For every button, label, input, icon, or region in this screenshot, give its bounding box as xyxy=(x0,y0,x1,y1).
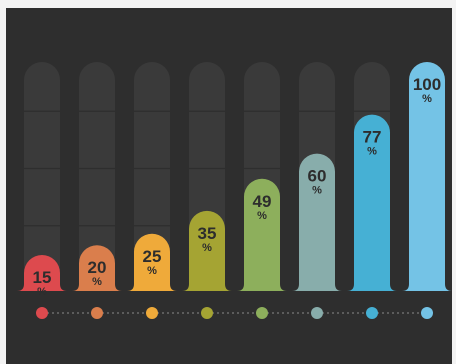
percent-sign: % xyxy=(367,146,377,158)
data-label: 49 xyxy=(253,192,272,211)
data-label: 100 xyxy=(413,75,441,94)
axis-dot xyxy=(256,307,268,319)
data-label: 20 xyxy=(88,258,107,277)
percent-sign: % xyxy=(312,185,322,197)
percent-sign: % xyxy=(202,242,212,254)
bar xyxy=(409,62,445,291)
bar-base-flare xyxy=(237,284,287,291)
bar-track xyxy=(134,62,170,291)
percent-sign: % xyxy=(422,93,432,105)
bar-base-flare xyxy=(72,284,122,291)
bar-track xyxy=(79,62,115,291)
axis-dot xyxy=(146,307,158,319)
data-label: 60 xyxy=(308,167,327,186)
data-label: 15 xyxy=(33,268,52,287)
percent-sign: % xyxy=(147,265,157,277)
bar-base-flare xyxy=(17,284,67,291)
bar xyxy=(354,114,390,291)
bar-base-flare xyxy=(347,284,397,291)
bar-base-flare xyxy=(292,284,342,291)
bar-base-flare xyxy=(127,284,177,291)
bar xyxy=(189,210,225,291)
axis-dot xyxy=(91,307,103,319)
bar xyxy=(244,178,280,291)
axis-dot xyxy=(36,307,48,319)
axis-dot xyxy=(311,307,323,319)
percent-sign: % xyxy=(92,276,102,288)
data-label: 77 xyxy=(363,128,382,147)
data-label: 25 xyxy=(143,247,162,266)
axis-dot xyxy=(366,307,378,319)
bar-base-flare xyxy=(402,284,452,291)
percent-sign: % xyxy=(257,210,267,222)
data-label: 35 xyxy=(198,224,217,243)
bar xyxy=(299,153,335,291)
bar xyxy=(134,233,170,291)
bar xyxy=(24,255,60,291)
bar-track xyxy=(24,62,60,291)
bar-base-flare xyxy=(182,284,232,291)
axis-dot xyxy=(421,307,433,319)
bar xyxy=(79,245,115,291)
percent-sign: % xyxy=(37,286,47,298)
axis-dot xyxy=(201,307,213,319)
